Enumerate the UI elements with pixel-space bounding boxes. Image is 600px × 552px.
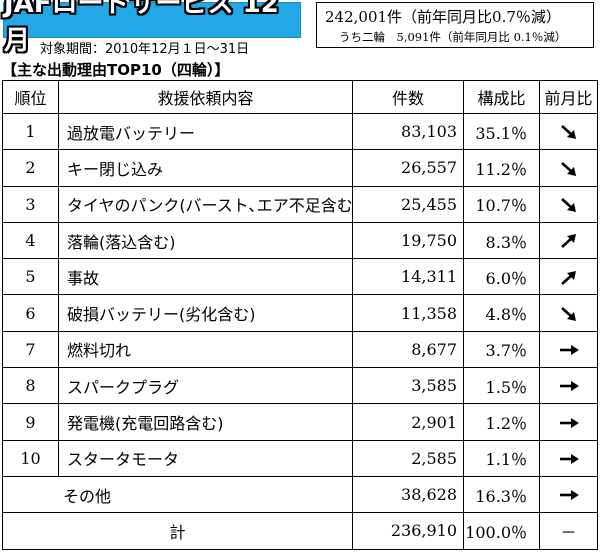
table-row: 9 発電機(充電回路含む) 2,901 1.2％	[2, 403, 598, 441]
trend-cell	[539, 221, 598, 260]
rank-cell: 10	[2, 439, 59, 477]
rank-cell: 8	[2, 367, 59, 405]
trend-cell	[539, 112, 598, 151]
count-cell: 3,585	[352, 367, 464, 405]
rank-cell: 6	[2, 294, 59, 332]
table-row: 6 破損バッテリー(劣化含む) 11,358 4.8％	[2, 294, 598, 332]
arrow-right-icon	[558, 376, 580, 395]
rank-cell: 5	[2, 258, 59, 296]
reason-cell: 発電機(充電回路含む)	[58, 403, 353, 441]
share-cell: 35.1％	[463, 112, 540, 151]
trend-cell	[539, 475, 598, 514]
arrow-down-right-icon	[558, 122, 580, 141]
table-row: 4 落輪(落込含む) 19,750 8.3％	[2, 221, 598, 260]
reason-cell: 落輪(落込含む)	[58, 221, 353, 260]
rank-cell: 4	[2, 221, 59, 260]
trend-cell	[539, 439, 598, 477]
total-row: 計 236,910 100.0％－	[2, 512, 598, 550]
reason-cell: 事故	[58, 258, 353, 296]
other-reason-cell: その他	[2, 475, 353, 514]
rank-cell: 3	[2, 185, 59, 223]
share-cell: 6.0％	[463, 258, 540, 296]
summary-box: 242,001件（前年同月比0.7％減） うち二輪 5,091件（前年同月比 0…	[316, 2, 594, 48]
trend-cell	[539, 185, 598, 223]
count-cell: 83,103	[352, 112, 464, 151]
share-cell: 4.8％	[463, 294, 540, 332]
trend-cell	[539, 367, 598, 405]
reason-cell: スタータモータ	[58, 439, 353, 477]
trend-cell	[539, 294, 598, 332]
count-cell: 19,750	[352, 221, 464, 260]
table-row: 2 キー閉じ込み 26,557 11.2％	[2, 149, 598, 187]
col-header-count: 件数	[352, 80, 464, 114]
share-cell: 1.2％	[463, 403, 540, 441]
rank-cell: 1	[2, 112, 59, 151]
count-cell: 14,311	[352, 258, 464, 296]
count-cell: 2,585	[352, 439, 464, 477]
share-cell: 8.3％	[463, 221, 540, 260]
count-cell: 25,455	[352, 185, 464, 223]
count-cell: 2,901	[352, 403, 464, 441]
reason-cell: 過放電バッテリー	[58, 112, 353, 151]
section-title: 【主な出動理由TOP10（四輪）】	[2, 61, 230, 79]
arrow-up-right-icon	[558, 231, 580, 250]
share-cell: 3.7％	[463, 330, 540, 369]
reason-cell: タイヤのパンク(バースト､エア不足含む)	[58, 185, 353, 223]
trend-cell	[539, 149, 598, 187]
col-header-share: 構成比	[463, 80, 540, 114]
reason-cell: スパークプラグ	[58, 367, 353, 405]
arrow-down-right-icon	[558, 303, 580, 322]
arrow-up-right-icon	[558, 267, 580, 286]
dispatch-table: 順位 救援依頼内容 件数 構成比 前月比 1 過放電バッテリー 83,103 35.1…	[2, 80, 598, 550]
other-row: その他 38,628 16.3％	[2, 475, 598, 514]
share-cell: 10.7％	[463, 185, 540, 223]
page-title: JAFロードサービス 12月	[4, 0, 279, 56]
arrow-down-right-icon	[558, 194, 580, 213]
trend-cell: －	[539, 512, 598, 550]
col-header-trend: 前月比	[539, 80, 598, 114]
arrow-down-right-icon	[558, 158, 580, 177]
total-label-cell: 計	[2, 512, 353, 550]
reason-cell: 破損バッテリー(劣化含む)	[58, 294, 353, 332]
count-cell: 11,358	[352, 294, 464, 332]
summary-motorcycle: うち二輪 5,091件（前年同月比 0.1％減）	[339, 30, 567, 44]
share-cell: 11.2％	[463, 149, 540, 187]
total-share-cell: 100.0％	[463, 512, 540, 550]
rank-cell: 9	[2, 403, 59, 441]
trend-cell	[539, 403, 598, 441]
title-banner: JAFロードサービス 12月	[3, 0, 301, 56]
count-cell: 26,557	[352, 149, 464, 187]
arrow-right-icon	[558, 340, 580, 359]
col-header-rank: 順位	[2, 80, 59, 114]
count-cell: 38,628	[352, 475, 464, 514]
period-label: 対象期間：2010年12月１日〜31日	[40, 42, 250, 57]
table-row: 3 タイヤのパンク(バースト､エア不足含む) 25,455 10.7％	[2, 185, 598, 223]
total-count-cell: 236,910	[352, 512, 464, 550]
reason-cell: キー閉じ込み	[58, 149, 353, 187]
summary-total: 242,001件（前年同月比0.7％減）	[325, 8, 561, 26]
share-cell: 16.3％	[463, 475, 540, 514]
table-header-row: 順位 救援依頼内容 件数 構成比 前月比	[2, 80, 598, 114]
trend-cell	[539, 258, 598, 296]
count-cell: 8,677	[352, 330, 464, 369]
col-header-reason: 救援依頼内容	[58, 80, 353, 114]
share-cell: 1.1％	[463, 439, 540, 477]
arrow-right-icon	[558, 412, 580, 431]
reason-cell: 燃料切れ	[58, 330, 353, 369]
share-cell: 1.5％	[463, 367, 540, 405]
table-row: 1 過放電バッテリー 83,103 35.1％	[2, 112, 598, 151]
arrow-right-icon	[558, 449, 580, 468]
trend-cell	[539, 330, 598, 369]
table-row: 5 事故 14,311 6.0％	[2, 258, 598, 296]
table-row: 7 燃料切れ 8,677 3.7％	[2, 330, 598, 369]
rank-cell: 7	[2, 330, 59, 369]
table-row: 8 スパークプラグ 3,585 1.5％	[2, 367, 598, 405]
table-row: 10 スタータモータ 2,585 1.1％	[2, 439, 598, 477]
arrow-right-icon	[558, 485, 580, 504]
rank-cell: 2	[2, 149, 59, 187]
